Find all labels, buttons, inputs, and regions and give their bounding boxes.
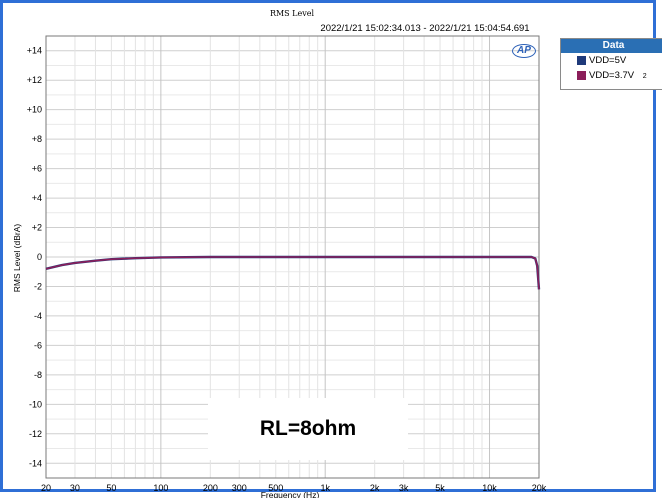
chart-title: RMS Level bbox=[270, 9, 315, 18]
x-tick-label: 2k bbox=[370, 483, 380, 493]
x-tick-label: 50 bbox=[106, 483, 116, 493]
x-tick-label: 200 bbox=[203, 483, 218, 493]
legend-tag: 2 bbox=[642, 73, 647, 80]
legend-item-vdd-3-7v[interactable]: VDD=3.7V 2 bbox=[561, 68, 662, 83]
y-tick-label: +12 bbox=[27, 75, 42, 85]
x-tick-label: 100 bbox=[153, 483, 168, 493]
legend-title: Data bbox=[561, 39, 662, 53]
plot-border bbox=[45, 35, 540, 479]
legend-label: VDD=5V bbox=[589, 55, 627, 66]
legend-swatch bbox=[577, 71, 586, 80]
series-line-vdd-3-7v bbox=[45, 256, 540, 290]
annotation-label: RL=8ohm bbox=[208, 398, 408, 460]
y-tick-label: +10 bbox=[27, 105, 42, 115]
y-tick-label: +4 bbox=[32, 193, 42, 203]
x-tick-label: 10k bbox=[482, 483, 497, 493]
x-tick-label: 30 bbox=[70, 483, 80, 493]
ap-logo: AP bbox=[512, 44, 536, 58]
y-tick-label: -10 bbox=[29, 399, 42, 409]
x-axis-title: Frequency (Hz) bbox=[261, 490, 320, 498]
y-axis-ticks: +14 +12 +10 +8 +6 +4 +2 0 -2 -4 -6 -8 -10 -12 -14 bbox=[27, 46, 42, 469]
y-tick-label: +2 bbox=[32, 223, 42, 233]
y-tick-label: -12 bbox=[29, 429, 42, 439]
legend-item-vdd-5v[interactable]: VDD=5V bbox=[561, 53, 662, 68]
x-tick-label: 300 bbox=[232, 483, 247, 493]
y-tick-label: -2 bbox=[34, 281, 42, 291]
y-tick-label: -6 bbox=[34, 340, 42, 350]
x-tick-label: 5k bbox=[435, 483, 445, 493]
y-tick-label: -8 bbox=[34, 370, 42, 380]
x-tick-label: 1k bbox=[320, 483, 330, 493]
series-layer bbox=[45, 255, 541, 290]
x-tick-label: 500 bbox=[268, 483, 283, 493]
legend[interactable]: Data VDD=5V VDD=3.7V 2 bbox=[560, 38, 662, 90]
y-tick-label: 0 bbox=[37, 252, 42, 262]
x-axis-ticks: 20 30 50 100 200 300 500 1k 2k 3k 5k 10k 20k bbox=[41, 483, 547, 493]
chart-frame bbox=[0, 0, 656, 492]
chart-time-range: 2022/1/21 15:02:34.013 - 2022/1/21 15:04… bbox=[320, 23, 529, 34]
x-tick-label: 3k bbox=[399, 483, 409, 493]
series-line-vdd-5v bbox=[45, 255, 541, 290]
legend-label: VDD=3.7V bbox=[589, 70, 635, 81]
y-tick-label: -4 bbox=[34, 311, 42, 321]
x-tick-label: 20 bbox=[41, 483, 51, 493]
y-tick-label: +14 bbox=[27, 46, 42, 56]
legend-swatch bbox=[577, 56, 586, 65]
y-tick-label: -14 bbox=[29, 458, 42, 468]
y-axis-title: RMS Level (dBrA) bbox=[12, 224, 22, 293]
y-tick-label: +6 bbox=[32, 164, 42, 174]
x-tick-label: 20k bbox=[532, 483, 547, 493]
y-tick-label: +8 bbox=[32, 134, 42, 144]
